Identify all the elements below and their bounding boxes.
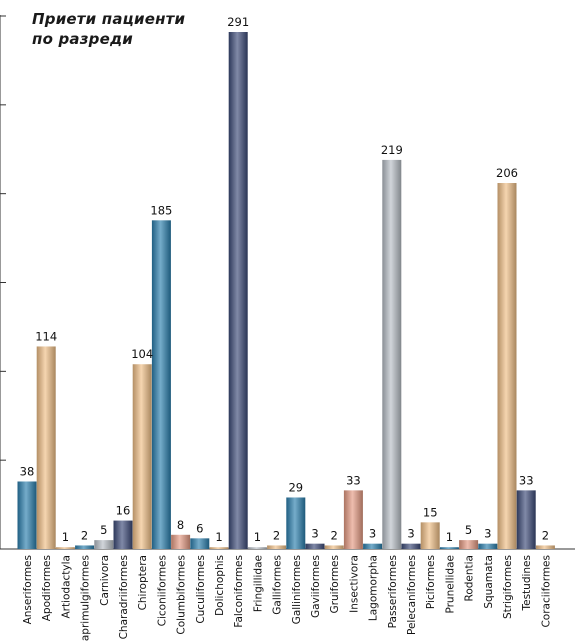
category-label: Charadriiformes xyxy=(118,555,130,639)
category-label: Rodentia xyxy=(464,555,476,602)
bar-squamata xyxy=(478,543,498,549)
category-label: Prunellidae xyxy=(444,555,456,614)
value-label: 114 xyxy=(35,329,57,343)
bar-strigiformes xyxy=(497,183,517,550)
value-label: 3 xyxy=(311,527,318,541)
bars-group xyxy=(17,32,555,550)
bar-pelecaniformes xyxy=(401,543,421,549)
bar-columbiformes xyxy=(171,534,191,549)
bar-falconiformes xyxy=(228,32,248,549)
value-label: 1 xyxy=(215,530,222,544)
bar-insectivora xyxy=(343,490,363,549)
bar-ciconiiformes xyxy=(151,220,171,549)
category-label: Coraciiformes xyxy=(540,555,552,628)
category-label: Lagomorpha xyxy=(368,555,380,621)
category-label: Dolichophis xyxy=(214,555,226,616)
category-label: Artiodactyla xyxy=(60,555,72,619)
category-label: Insectivora xyxy=(348,555,360,613)
value-label: 29 xyxy=(288,480,303,494)
category-label: Caprimulgiformes xyxy=(80,555,92,641)
category-label: Gaviiformes xyxy=(310,555,322,618)
value-label: 2 xyxy=(81,528,88,542)
category-label: Pelecaniformes xyxy=(406,555,418,635)
value-label: 33 xyxy=(346,473,361,487)
category-label: Passeriformes xyxy=(387,555,399,628)
category-label: Gruiformes xyxy=(329,555,341,613)
bar-caprimulgiformes xyxy=(75,545,95,549)
bar-piciformes xyxy=(420,522,440,549)
bar-rodentia xyxy=(459,540,479,549)
bar-artiodactyla xyxy=(55,547,75,549)
bar-carnivora xyxy=(94,540,114,549)
bar-charadriiformes xyxy=(113,520,133,549)
bar-gruiformes xyxy=(324,545,344,549)
bar-chiroptera xyxy=(132,364,152,549)
category-label: Piciformes xyxy=(425,555,437,609)
bar-anseriformes xyxy=(17,481,37,549)
value-label: 1 xyxy=(254,530,261,544)
category-label: Falconiformes xyxy=(233,555,245,628)
category-label: Apodiformes xyxy=(41,555,53,621)
value-label: 104 xyxy=(131,347,153,361)
value-label: 5 xyxy=(100,523,107,537)
value-label: 185 xyxy=(150,203,172,217)
value-label: 3 xyxy=(407,527,414,541)
value-label: 1 xyxy=(62,530,69,544)
bar-gaviiformes xyxy=(305,543,325,549)
bar-passeriformes xyxy=(382,159,402,549)
category-label: Testudines xyxy=(521,555,533,612)
bar-galliformes xyxy=(267,545,287,549)
bar-testudines xyxy=(516,490,536,549)
value-label: 206 xyxy=(496,166,518,180)
value-label: 219 xyxy=(381,143,403,157)
value-label: 291 xyxy=(227,15,249,29)
value-label: 2 xyxy=(542,528,549,542)
category-label: Chiroptera xyxy=(137,555,149,610)
category-label: Fringillidae xyxy=(252,555,264,612)
category-label: Anseriformes xyxy=(22,555,34,624)
chart-title-line-2: по разреди xyxy=(32,30,134,48)
value-label: 1 xyxy=(446,530,453,544)
value-label: 38 xyxy=(20,464,35,478)
bar-lagomorpha xyxy=(363,543,383,549)
value-label: 15 xyxy=(423,505,438,519)
category-label: Carnivora xyxy=(99,555,111,606)
value-label: 6 xyxy=(196,521,203,535)
bar-apodiformes xyxy=(36,346,56,549)
category-label: Galliniformes xyxy=(291,555,303,624)
value-label: 2 xyxy=(331,528,338,542)
bar-galliniformes xyxy=(286,497,306,549)
value-label: 8 xyxy=(177,518,184,532)
bar-dolichophis xyxy=(209,547,229,549)
value-label: 3 xyxy=(484,527,491,541)
value-label: 2 xyxy=(273,528,280,542)
category-label: Galliformes xyxy=(272,555,284,615)
category-label: Ciconiiformes xyxy=(156,555,168,626)
value-label: 5 xyxy=(465,523,472,537)
bar-fringillidae xyxy=(247,547,267,549)
category-labels-group: Anseriformes Apodiformes Artiodactyla Capri… xyxy=(22,555,552,641)
bar-cuculiformes xyxy=(190,538,210,549)
bar-coraciiformes xyxy=(535,545,555,549)
value-label: 3 xyxy=(369,527,376,541)
bar-prunellidae xyxy=(439,547,459,549)
category-label: Squamata xyxy=(483,555,495,609)
value-label: 16 xyxy=(116,504,131,518)
chart-title-line-1: Приети пациенти xyxy=(32,10,186,28)
category-label: Strigiformes xyxy=(502,555,514,619)
category-label: Cuculiformes xyxy=(195,555,207,624)
y-axis-ticks xyxy=(0,15,6,550)
value-label: 33 xyxy=(519,473,534,487)
category-label: Columbiformes xyxy=(176,555,188,635)
